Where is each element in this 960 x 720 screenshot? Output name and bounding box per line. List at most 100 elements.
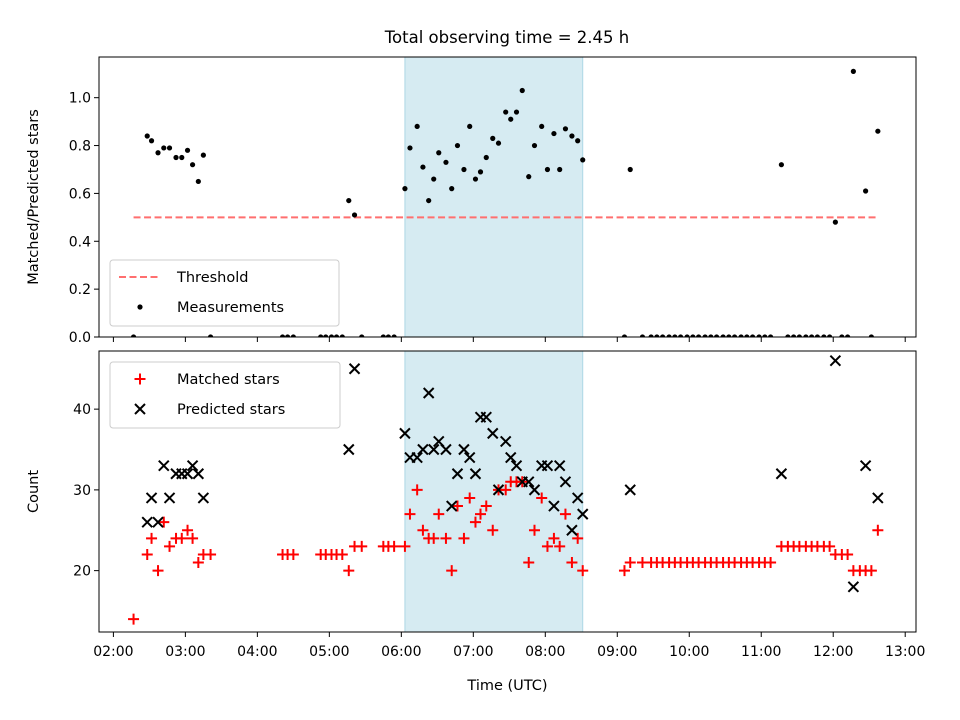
top-measurement-point: [195, 178, 201, 185]
top-measurement-point: [333, 334, 340, 337]
bottom-x-tick-label: 09:00: [597, 644, 637, 660]
top-y-tick-label: 0.2: [69, 282, 91, 298]
bottom-matched-star-point: [428, 532, 440, 544]
bottom-legend-label: Matched stars: [177, 372, 280, 388]
bottom-predicted-star-point: [775, 468, 788, 480]
top-measurement-point: [155, 150, 161, 156]
bottom-x-tick-label: 03:00: [165, 644, 205, 660]
bottom-predicted-star-point: [499, 435, 512, 448]
top-measurement-point: [380, 334, 386, 337]
bottom-matched-star-point: [475, 508, 487, 520]
bottom-matched-star-point: [411, 484, 423, 496]
bottom-x-tick-label: 05:00: [309, 644, 349, 660]
bottom-predicted-star-point: [411, 451, 423, 464]
bottom-matched-star-point: [287, 548, 299, 560]
bottom-predicted-star-point: [571, 492, 584, 504]
bottom-x-tick-label: 02:00: [93, 644, 133, 660]
top-measurement-point: [744, 334, 750, 337]
top-measurement-point: [148, 138, 155, 144]
bottom-predicted-star-point: [417, 443, 429, 456]
top-measurement-point: [832, 219, 838, 225]
top-measurement-point: [720, 334, 726, 337]
bottom-matched-star-point: [176, 532, 188, 544]
bottom-predicted-star-point: [528, 484, 541, 496]
top-measurement-point: [402, 186, 408, 192]
top-measurement-point: [449, 186, 455, 192]
top-measurement-point: [513, 109, 520, 115]
top-measurement-point: [495, 140, 502, 146]
top-measurement-point: [627, 166, 633, 173]
bottom-predicted-star-point: [829, 354, 842, 367]
top-legend-label: Measurements: [177, 300, 284, 316]
bottom-x-tick-label: 13:00: [885, 644, 925, 660]
bottom-predicted-star-point: [446, 500, 458, 512]
top-measurement-point: [179, 154, 185, 161]
top-measurement-point: [526, 174, 532, 180]
bottom-legend-box: [109, 361, 341, 429]
top-measurement-point: [648, 334, 654, 337]
bottom-x-tick-label: 10:00: [669, 644, 709, 660]
top-data: [130, 68, 881, 337]
top-measurement-point: [359, 334, 365, 337]
top-measurement-point: [660, 334, 666, 337]
top-measurement-point: [821, 334, 827, 337]
top-measurement-point: [845, 334, 851, 337]
bottom-matched-star-point: [566, 557, 578, 569]
top-y-tick-label: 0.4: [69, 234, 91, 250]
bottom-matched-star-point: [399, 540, 411, 552]
top-y-tick-label: 0.6: [69, 186, 91, 202]
bottom-matched-star-point: [554, 540, 566, 552]
bottom-matched-star-point: [404, 508, 416, 520]
bottom-predicted-star-point: [399, 427, 411, 440]
top-measurement-point: [483, 154, 489, 161]
bottom-predicted-star-point: [451, 468, 464, 480]
bottom-axes-frame: [98, 350, 917, 633]
top-measurement-point: [839, 334, 845, 337]
top-measurement-point: [756, 334, 762, 337]
bottom-matched-star-point: [146, 532, 158, 544]
top-measurement-point: [557, 166, 563, 173]
bottom-matched-star-point: [446, 565, 458, 577]
bottom-matched-star-point: [451, 500, 463, 512]
top-legend: Threshold Measurements: [109, 259, 340, 327]
top-measurement-point: [690, 334, 696, 337]
chart-title: Total observing time = 2.45 h: [384, 28, 629, 47]
top-measurement-point: [639, 334, 646, 337]
bottom-matched-star-point: [624, 557, 636, 569]
top-measurement-point: [868, 334, 874, 337]
top-measurement-point: [569, 133, 575, 139]
top-y-axis-label: Matched/Predicted stars: [26, 109, 42, 285]
bottom-matched-star-point: [458, 532, 470, 544]
panel-bottom-count: 20 30 40 02:00 03:00 04:00 05:00 06:00 07:00 08:0…: [26, 350, 925, 694]
top-measurement-point: [318, 334, 324, 337]
bottom-predicted-star-point: [348, 363, 361, 375]
bottom-matched-star-point: [141, 548, 153, 560]
top-measurement-point: [621, 334, 628, 337]
bottom-x-tick-label: 04:00: [237, 644, 277, 660]
top-measurement-point: [702, 334, 708, 337]
bottom-y-tick-label: 20: [73, 564, 91, 580]
top-measurement-point: [827, 334, 833, 337]
bottom-matched-star-point: [469, 516, 481, 528]
top-measurement-point: [814, 334, 820, 337]
bottom-predicted-star-point: [553, 459, 566, 472]
bottom-predicted-star-point: [566, 524, 578, 536]
top-y-tick-label: 1.0: [69, 91, 91, 107]
bottom-matched-star-point: [487, 524, 499, 536]
bottom-predicted-star-point: [523, 476, 535, 488]
top-measurement-point: [875, 128, 881, 134]
bottom-predicted-star-point: [872, 492, 884, 504]
top-measurement-point: [290, 334, 296, 337]
bottom-predicted-star-point: [158, 459, 170, 472]
top-measurement-point: [184, 147, 191, 153]
top-measurement-point: [144, 133, 150, 139]
top-measurement-point: [161, 145, 167, 151]
top-measurement-point: [580, 157, 586, 163]
top-measurement-point: [678, 334, 684, 337]
top-y-tick-label: 0.8: [69, 139, 91, 155]
top-measurement-point: [791, 334, 797, 337]
top-measurement-point: [284, 334, 291, 337]
bottom-matched-star-point: [536, 492, 548, 504]
bottom-x-tick-label: 12:00: [813, 644, 853, 660]
